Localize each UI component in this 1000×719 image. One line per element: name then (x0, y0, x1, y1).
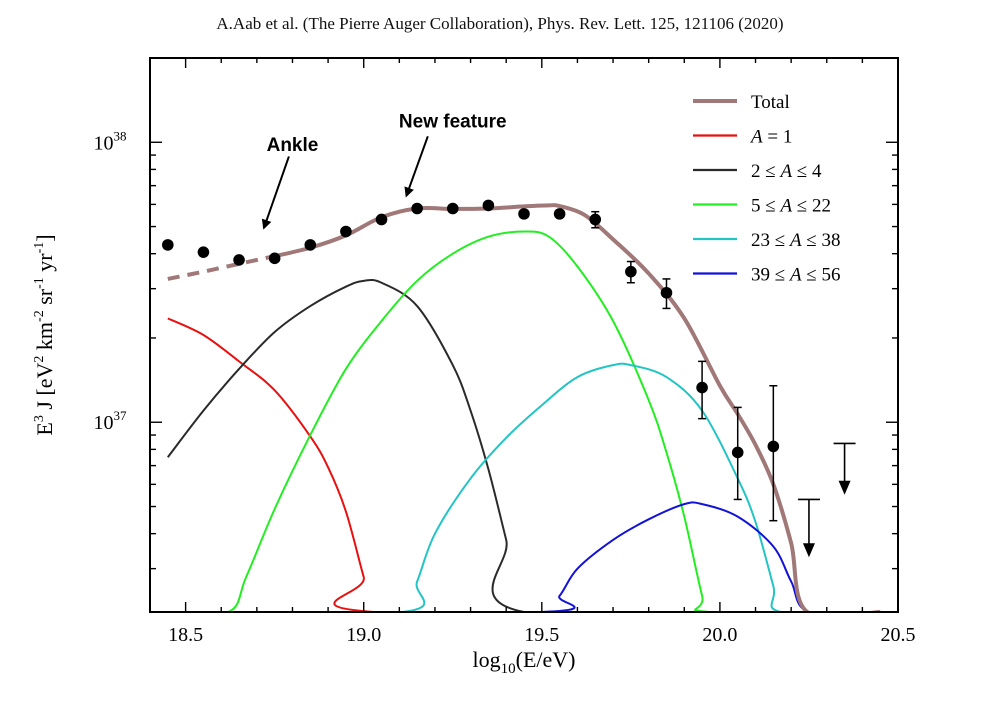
series-line-total-dashed (167, 254, 276, 281)
y-tick-label: 1037 (94, 408, 128, 434)
data-point (518, 208, 530, 220)
data-point (411, 202, 423, 215)
data-point (731, 446, 744, 459)
annotation-arrow (261, 156, 290, 230)
annotation-arrow (404, 136, 429, 198)
data-point (268, 252, 281, 265)
data-point (233, 254, 245, 266)
x-tick-label: 18.5 (168, 624, 203, 646)
data-point (553, 208, 566, 220)
data-point (589, 213, 602, 226)
legend-label: 2 ≤ A ≤ 4 (751, 161, 822, 182)
data-point (625, 265, 637, 278)
legend: Total A = 1 2 ≤ A ≤ 4 5 ≤ A ≤ 22 23 ≤ A ≤ 38… (693, 92, 840, 286)
series-line-total (274, 203, 881, 612)
series-line-component-1 (167, 278, 881, 612)
annotation-label: Ankle (267, 135, 319, 156)
legend-label: 5 ≤ A ≤ 22 (751, 196, 831, 217)
annotations: Ankle New feature (261, 111, 507, 230)
annotation-label: New feature (399, 111, 507, 132)
data-point (375, 213, 388, 226)
data-point (446, 202, 459, 215)
data-point (696, 381, 708, 394)
x-axis-label: log10(E/eV) (473, 647, 576, 677)
y-axis-label: E3 J [eV2 km-2 sr-1 yr-1] (32, 234, 57, 435)
axes: 18.5 19.0 19.5 20.0 20.5 1037 1038 log10(E/eV) E… (32, 57, 916, 677)
legend-label: A = 1 (749, 127, 792, 148)
data-point (660, 286, 673, 299)
x-tick-label: 19.0 (346, 624, 381, 646)
data-point (197, 246, 210, 258)
series-line-component-2 (167, 230, 881, 612)
legend-label: 23 ≤ A ≤ 38 (751, 230, 840, 251)
plot-frame (149, 57, 899, 613)
data-points (162, 199, 856, 558)
data-point (767, 440, 780, 453)
y-tick-label: 1038 (94, 128, 127, 154)
legend-label: Total (751, 92, 790, 113)
x-tick-label: 20.0 (702, 624, 737, 646)
x-tick-label: 20.5 (881, 624, 916, 646)
data-point (482, 199, 495, 212)
upper-limit-arrow (802, 543, 815, 558)
data-point (340, 225, 352, 238)
series-line-component-0 (167, 317, 881, 612)
series-line-component-3 (167, 362, 881, 612)
data-point (304, 239, 317, 251)
x-tick-label: 19.5 (524, 624, 559, 646)
citation: A.Aab et al. (The Pierre Auger Collabora… (216, 14, 784, 33)
data-point (162, 239, 174, 251)
upper-limit-arrow (838, 480, 851, 495)
legend-label: 39 ≤ A ≤ 56 (751, 265, 840, 286)
